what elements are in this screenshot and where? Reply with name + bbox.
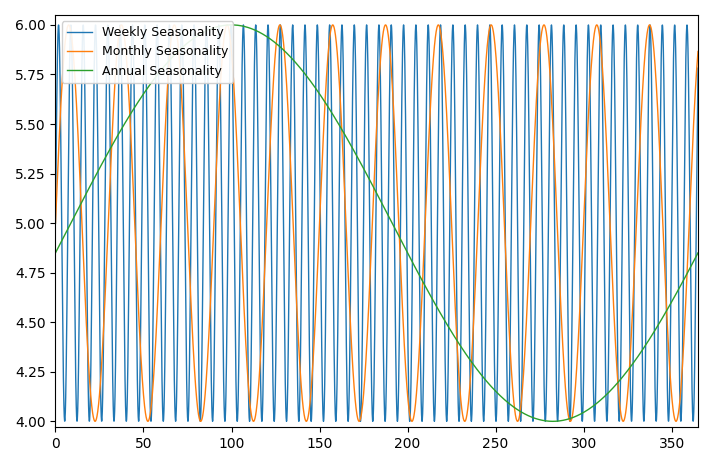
Weekly Seasonality [51,220,60,226]
Weekly Seasonality [194,325,202,331]
Line: Monthly Seasonality: Monthly Seasonality [56,25,698,421]
Weekly Seasonality [278,109,287,115]
Monthly Seasonality [294,348,303,354]
Weekly Seasonality [127,54,135,59]
Annual Seasonality [694,250,702,256]
Weekly Seasonality [225,115,233,120]
Annual Seasonality [543,418,552,424]
Monthly Seasonality [127,148,135,153]
Weekly Seasonality [543,294,552,300]
Annual Seasonality [548,418,557,424]
Weekly Seasonality [374,22,383,27]
Monthly Seasonality [194,411,202,417]
Annual Seasonality [294,64,303,69]
Legend: Weekly Seasonality, Monthly Seasonality, Annual Seasonality: Weekly Seasonality, Monthly Seasonality,… [62,21,233,83]
Annual Seasonality [127,110,135,116]
Annual Seasonality [225,22,233,28]
Annual Seasonality [51,250,60,256]
Monthly Seasonality [694,48,702,54]
Weekly Seasonality [694,65,702,71]
Monthly Seasonality [64,22,73,27]
Monthly Seasonality [278,31,287,37]
Monthly Seasonality [543,39,552,44]
Monthly Seasonality [51,220,60,226]
Line: Annual Seasonality: Annual Seasonality [56,25,698,421]
Monthly Seasonality [672,418,680,424]
Weekly Seasonality [294,418,303,424]
Weekly Seasonality [369,418,377,424]
Annual Seasonality [194,33,202,38]
Annual Seasonality [227,22,236,27]
Annual Seasonality [278,46,287,52]
Monthly Seasonality [225,28,234,34]
Line: Weekly Seasonality: Weekly Seasonality [56,25,698,421]
